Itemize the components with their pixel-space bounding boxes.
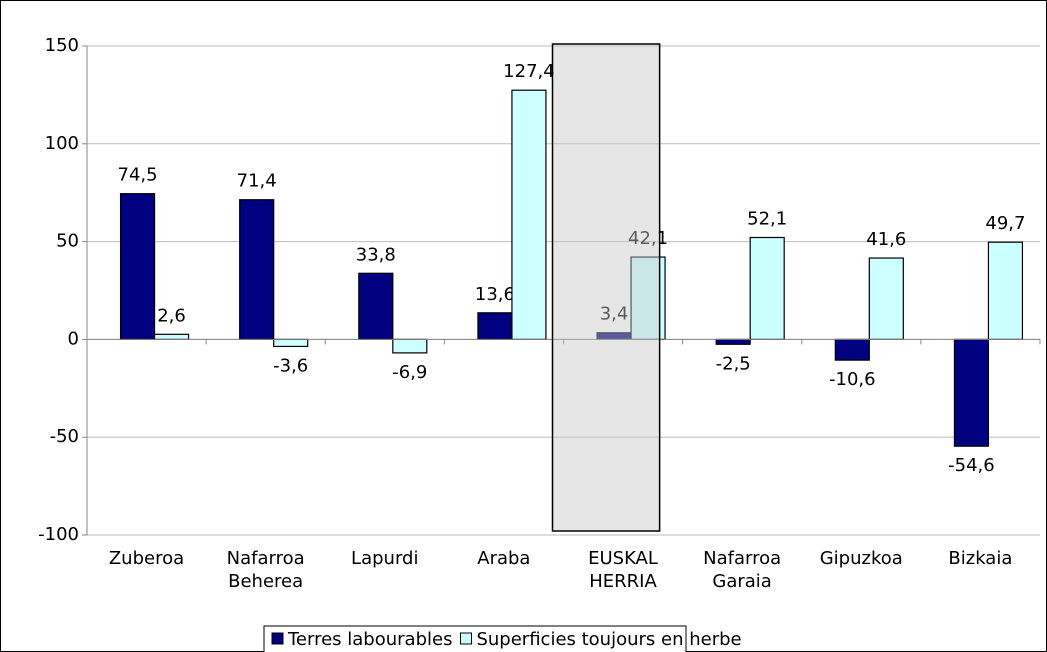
data-label: 49,7 [985,213,1025,234]
x-tick-label: Zuberoa [108,548,185,569]
data-label: -10,6 [829,369,876,390]
bar [392,338,428,354]
bar [749,236,785,341]
data-label: -6,9 [392,362,427,383]
bar [868,257,904,340]
bar [511,89,547,340]
x-tick-label: Nafarroa Garaia [703,548,782,592]
y-tick-label: 100 [45,133,79,154]
data-label: -2,5 [716,353,751,374]
data-label: 41,6 [866,229,906,250]
data-label: 3,4 [600,304,629,325]
bar [239,199,275,340]
legend-box [263,625,687,652]
y-tick-label: -100 [38,524,79,545]
data-label: -3,6 [273,355,308,376]
data-label: 33,8 [356,244,396,265]
legend-swatch [459,632,472,645]
bar [119,193,156,340]
x-tick-label: Nafarroa Beherea [226,548,305,592]
x-tick-label: Araba [477,548,531,569]
bar [273,338,309,348]
data-label: 13,6 [475,284,515,305]
data-label: 2,6 [157,305,186,326]
bar [358,272,394,341]
legend-swatch [271,632,284,645]
x-tick-label: Lapurdi [351,548,419,569]
x-tick-label: EUSKAL HERRIA [588,548,658,592]
data-label: 74,5 [118,165,158,186]
data-label: 127,4 [503,61,555,82]
data-label: -54,6 [948,455,995,476]
x-tick-label: Gipuzkoa [819,548,903,569]
bar [153,333,190,340]
bar [715,338,751,345]
data-label: 71,4 [237,171,277,192]
legend-label: Superficies toujours en herbe [476,629,741,650]
data-label: 42,1 [628,228,668,249]
y-tick-label: 0 [68,328,79,349]
highlight [551,43,661,532]
y-tick-label: -50 [50,426,79,447]
bar [953,338,990,447]
bar [987,241,1024,341]
y-tick-label: 50 [56,231,79,252]
bar [477,312,513,341]
legend-label: Terres labourables [287,629,452,650]
y-tick-label: 150 [45,35,79,56]
x-tick-label: Bizkaia [948,548,1013,569]
data-label: 52,1 [747,208,787,229]
bar [834,338,870,361]
